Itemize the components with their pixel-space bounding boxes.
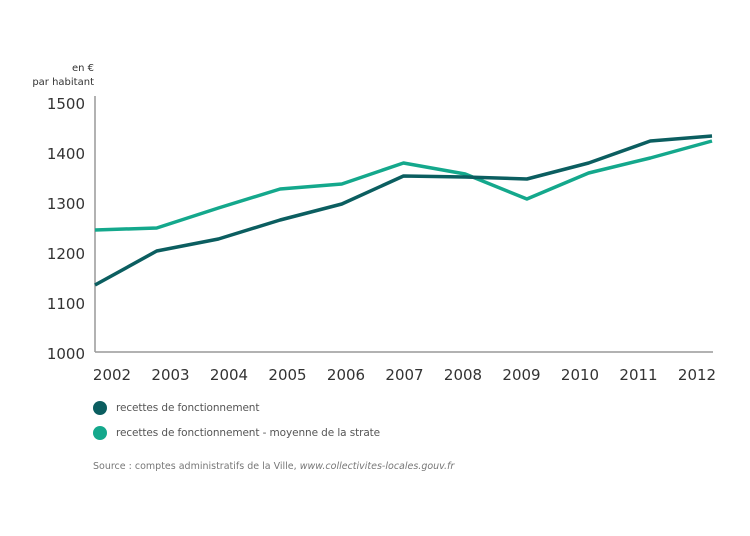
- y-tick-label: 1200: [47, 245, 85, 263]
- y-axis-ticks: 1000 1100 1200 1300 1400 1500: [47, 95, 85, 363]
- legend-label: recettes de fonctionnement - moyenne de …: [116, 427, 381, 439]
- y-tick-label: 1000: [47, 345, 85, 363]
- x-tick-label: 2005: [268, 366, 306, 384]
- legend-item-moyenne-strate: recettes de fonctionnement - moyenne de …: [93, 425, 380, 441]
- y-unit-label-line2: par habitant: [32, 77, 94, 88]
- y-tick-label: 1100: [47, 295, 85, 313]
- legend-label: recettes de fonctionnement: [116, 402, 260, 414]
- y-tick-label: 1500: [47, 95, 85, 113]
- x-tick-label: 2004: [210, 366, 248, 384]
- source-prefix: Source : comptes administratifs de la Vi…: [93, 461, 300, 472]
- line-chart: en € par habitant 1000 1100 1200 1300 1400 15…: [32, 63, 716, 384]
- y-unit-label-line1: en €: [72, 63, 94, 74]
- x-tick-label: 2010: [561, 366, 599, 384]
- series-line-moyenne-strate: [94, 139, 713, 232]
- x-tick-label: 2006: [327, 366, 365, 384]
- legend-item-recettes: recettes de fonctionnement: [93, 400, 259, 416]
- x-tick-label: 2012: [678, 366, 716, 384]
- x-tick-label: 2009: [502, 366, 540, 384]
- x-tick-label: 2003: [151, 366, 189, 384]
- series-group: [94, 134, 713, 287]
- y-tick-label: 1300: [47, 195, 85, 213]
- x-tick-label: 2011: [619, 366, 657, 384]
- source-note: Source : comptes administratifs de la Vi…: [93, 461, 454, 472]
- legend-dot-icon: [93, 426, 107, 440]
- x-tick-label: 2008: [444, 366, 482, 384]
- x-tick-label: 2007: [385, 366, 423, 384]
- x-axis-ticks: 2002 2003 2004 2005 2006 2007 2008 2009 2010 2011…: [93, 366, 716, 384]
- legend-dot-icon: [93, 401, 107, 415]
- source-url: www.collectivites-locales.gouv.fr: [299, 461, 455, 472]
- y-tick-label: 1400: [47, 145, 85, 163]
- series-line-recettes: [94, 134, 713, 287]
- x-tick-label: 2002: [93, 366, 131, 384]
